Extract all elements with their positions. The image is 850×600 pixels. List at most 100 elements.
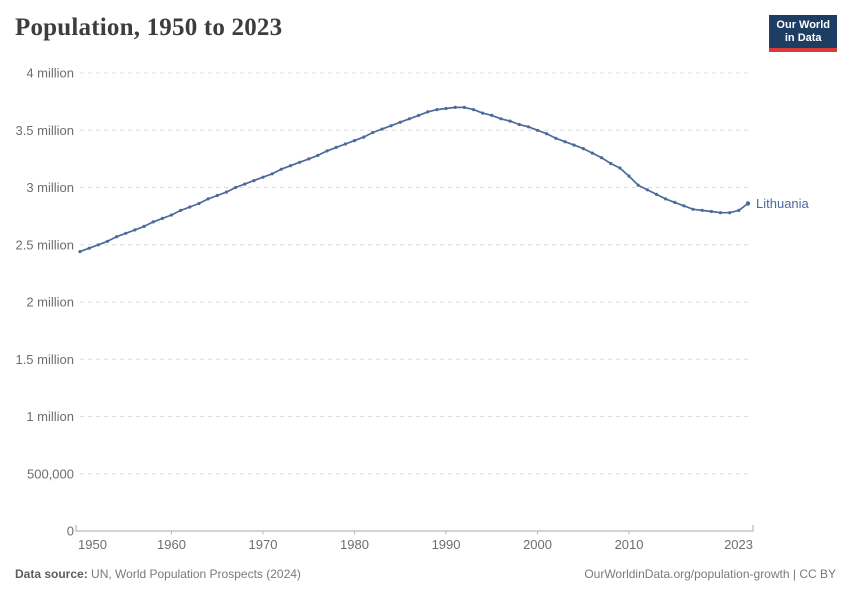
data-point-marker[interactable] bbox=[471, 108, 476, 112]
data-point-marker[interactable] bbox=[325, 149, 329, 153]
data-point-marker[interactable] bbox=[654, 192, 659, 196]
data-point-marker[interactable] bbox=[435, 108, 439, 112]
data-point-marker[interactable] bbox=[728, 211, 732, 215]
data-point-marker[interactable] bbox=[261, 175, 265, 179]
owid-logo[interactable]: Our World in Data bbox=[769, 15, 837, 52]
data-point-marker[interactable] bbox=[700, 208, 704, 212]
data-point-marker[interactable] bbox=[627, 174, 631, 178]
data-point-marker[interactable] bbox=[545, 132, 549, 136]
data-point-marker[interactable] bbox=[197, 201, 201, 206]
data-point-marker[interactable] bbox=[179, 208, 183, 212]
data-point-marker[interactable] bbox=[224, 190, 228, 194]
data-point-marker[interactable] bbox=[572, 143, 576, 147]
data-point-marker[interactable] bbox=[206, 197, 210, 201]
x-axis-label: 1970 bbox=[249, 537, 278, 552]
data-point-marker[interactable] bbox=[673, 200, 677, 204]
data-point-marker[interactable] bbox=[380, 127, 384, 131]
y-axis-label: 2 million bbox=[26, 295, 74, 310]
data-point-marker[interactable] bbox=[352, 139, 357, 143]
data-point-marker[interactable] bbox=[517, 122, 521, 127]
page-title: Population, 1950 to 2023 bbox=[15, 14, 283, 41]
data-source: Data source: UN, World Population Prospe… bbox=[15, 567, 301, 581]
data-source-value: UN, World Population Prospects (2024) bbox=[91, 567, 301, 581]
data-point-marker[interactable] bbox=[407, 117, 411, 121]
data-point-marker[interactable] bbox=[481, 111, 485, 115]
data-point-marker[interactable] bbox=[563, 140, 567, 144]
data-point-marker[interactable] bbox=[270, 172, 274, 176]
y-axis-label: 1.5 million bbox=[15, 352, 74, 367]
data-point-marker[interactable] bbox=[105, 239, 110, 243]
data-point-marker[interactable] bbox=[462, 105, 466, 109]
entity-label[interactable]: Lithuania bbox=[756, 196, 810, 211]
data-point-marker[interactable] bbox=[737, 208, 741, 212]
y-axis-label: 2.5 million bbox=[15, 237, 74, 252]
data-point-marker[interactable] bbox=[215, 193, 219, 198]
data-point-marker[interactable] bbox=[316, 153, 320, 157]
data-point-marker[interactable] bbox=[252, 179, 256, 183]
data-point-marker[interactable] bbox=[718, 211, 723, 215]
y-axis-label: 4 million bbox=[26, 66, 74, 81]
data-point-marker[interactable] bbox=[288, 164, 293, 168]
data-point-marker[interactable] bbox=[535, 128, 540, 132]
data-point-marker[interactable] bbox=[691, 207, 695, 211]
data-point-marker[interactable] bbox=[78, 250, 82, 254]
chart-footer: Data source: UN, World Population Prospe… bbox=[15, 567, 836, 581]
data-point-marker[interactable] bbox=[343, 142, 347, 146]
data-point-marker[interactable] bbox=[188, 205, 192, 209]
x-axis-label: 2000 bbox=[523, 537, 552, 552]
y-axis-label: 500,000 bbox=[27, 466, 74, 481]
data-point-marker[interactable] bbox=[124, 231, 128, 235]
data-point-marker[interactable] bbox=[664, 197, 668, 201]
data-point-marker[interactable] bbox=[526, 125, 531, 129]
data-point-marker[interactable] bbox=[151, 220, 155, 224]
data-point-marker[interactable] bbox=[645, 188, 649, 192]
data-point-marker[interactable] bbox=[160, 216, 164, 220]
data-point-marker[interactable] bbox=[618, 166, 622, 170]
data-point-marker[interactable] bbox=[279, 167, 283, 171]
data-point-marker[interactable] bbox=[142, 224, 146, 228]
data-point-marker[interactable] bbox=[243, 182, 247, 186]
x-axis-label: 2023 bbox=[724, 537, 753, 552]
data-point-marker[interactable] bbox=[371, 130, 375, 135]
data-point-marker[interactable] bbox=[609, 161, 613, 166]
data-point-marker[interactable] bbox=[398, 120, 402, 124]
data-point-marker[interactable] bbox=[298, 160, 302, 164]
x-axis-label: 1990 bbox=[432, 537, 461, 552]
data-point-marker[interactable] bbox=[581, 147, 585, 151]
data-point-marker[interactable] bbox=[96, 243, 100, 247]
data-point-marker[interactable] bbox=[389, 124, 393, 128]
population-line[interactable] bbox=[79, 106, 749, 253]
data-point-marker[interactable] bbox=[709, 209, 714, 214]
data-point-marker[interactable] bbox=[499, 117, 503, 121]
data-point-marker[interactable] bbox=[554, 136, 558, 140]
data-point-marker[interactable] bbox=[133, 228, 137, 232]
x-axis-label: 1980 bbox=[340, 537, 369, 552]
logo-line-1: Our World bbox=[776, 19, 830, 31]
logo-line-2: in Data bbox=[784, 32, 822, 44]
x-axis-label: 2010 bbox=[615, 537, 644, 552]
data-point-marker[interactable] bbox=[169, 213, 174, 217]
x-axis-label: 1960 bbox=[157, 537, 186, 552]
y-axis-label: 3.5 million bbox=[15, 123, 74, 138]
data-point-marker[interactable] bbox=[307, 157, 311, 161]
data-point-marker[interactable] bbox=[234, 185, 238, 190]
data-point-marker[interactable] bbox=[453, 105, 457, 109]
data-point-marker[interactable] bbox=[87, 246, 91, 250]
y-axis-label: 3 million bbox=[26, 180, 74, 195]
data-point-marker[interactable] bbox=[426, 110, 430, 114]
data-point-marker[interactable] bbox=[682, 204, 686, 208]
last-data-point-marker[interactable] bbox=[745, 201, 751, 206]
data-point-marker[interactable] bbox=[362, 135, 366, 139]
data-point-marker[interactable] bbox=[590, 151, 595, 155]
data-point-marker[interactable] bbox=[417, 113, 421, 117]
data-point-marker[interactable] bbox=[115, 235, 119, 239]
credit-link[interactable]: OurWorldinData.org/population-growth | C… bbox=[584, 567, 836, 581]
data-point-marker[interactable] bbox=[490, 113, 494, 117]
data-point-marker[interactable] bbox=[600, 156, 604, 160]
data-point-marker[interactable] bbox=[636, 183, 640, 187]
data-point-marker[interactable] bbox=[334, 145, 338, 149]
data-point-marker[interactable] bbox=[508, 119, 512, 123]
data-point-marker[interactable] bbox=[444, 106, 448, 111]
